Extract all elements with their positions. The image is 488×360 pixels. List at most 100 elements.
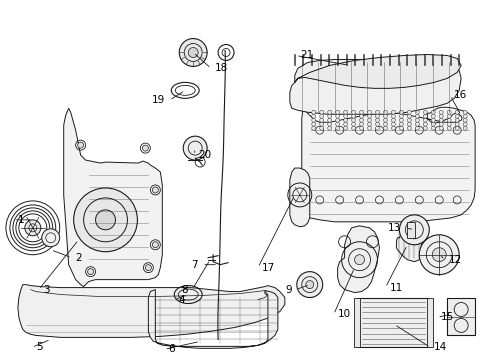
Circle shape <box>423 126 427 130</box>
Circle shape <box>375 110 379 114</box>
Circle shape <box>423 114 427 118</box>
Polygon shape <box>18 285 285 337</box>
Text: 7: 7 <box>191 260 198 270</box>
Circle shape <box>319 122 323 126</box>
Circle shape <box>390 122 395 126</box>
Circle shape <box>383 122 386 126</box>
Circle shape <box>145 265 151 271</box>
Circle shape <box>319 110 323 114</box>
Circle shape <box>454 118 458 122</box>
Circle shape <box>430 110 434 114</box>
Circle shape <box>351 110 355 114</box>
Circle shape <box>390 126 395 130</box>
Circle shape <box>423 118 427 122</box>
Circle shape <box>383 118 386 122</box>
Circle shape <box>183 136 207 160</box>
Circle shape <box>359 126 363 130</box>
Circle shape <box>383 110 386 114</box>
Circle shape <box>359 122 363 126</box>
Circle shape <box>319 126 323 130</box>
Circle shape <box>414 110 419 114</box>
Circle shape <box>343 110 347 114</box>
Circle shape <box>95 210 115 230</box>
Circle shape <box>438 118 442 122</box>
Circle shape <box>305 280 313 289</box>
Text: 15: 15 <box>440 312 453 323</box>
Circle shape <box>462 122 466 126</box>
Circle shape <box>327 114 331 118</box>
Circle shape <box>359 118 363 122</box>
Circle shape <box>343 118 347 122</box>
Circle shape <box>438 114 442 118</box>
Circle shape <box>375 126 379 130</box>
Circle shape <box>78 142 83 148</box>
Circle shape <box>335 126 339 130</box>
Circle shape <box>375 114 379 118</box>
Text: 10: 10 <box>337 310 350 319</box>
Circle shape <box>454 126 458 130</box>
Circle shape <box>383 114 386 118</box>
Text: 13: 13 <box>387 223 401 233</box>
Circle shape <box>335 118 339 122</box>
Circle shape <box>319 114 323 118</box>
Circle shape <box>367 114 371 118</box>
Circle shape <box>359 114 363 118</box>
Circle shape <box>462 110 466 114</box>
Text: 1: 1 <box>18 215 24 225</box>
Circle shape <box>351 122 355 126</box>
Polygon shape <box>337 226 379 293</box>
Circle shape <box>414 118 419 122</box>
Bar <box>447 298 474 336</box>
Circle shape <box>327 110 331 114</box>
Circle shape <box>454 122 458 126</box>
Circle shape <box>343 114 347 118</box>
Polygon shape <box>294 54 460 88</box>
Circle shape <box>74 188 137 252</box>
Circle shape <box>407 110 410 114</box>
Circle shape <box>399 114 403 118</box>
Circle shape <box>188 48 198 58</box>
Circle shape <box>447 118 450 122</box>
Circle shape <box>454 110 458 114</box>
Polygon shape <box>396 226 421 262</box>
Circle shape <box>311 110 315 114</box>
Circle shape <box>399 215 428 245</box>
Circle shape <box>319 118 323 122</box>
Circle shape <box>414 122 419 126</box>
Circle shape <box>367 110 371 114</box>
Text: 8: 8 <box>181 284 188 294</box>
Circle shape <box>447 114 450 118</box>
Circle shape <box>367 122 371 126</box>
Circle shape <box>438 122 442 126</box>
Polygon shape <box>148 289 277 348</box>
Circle shape <box>430 114 434 118</box>
Circle shape <box>343 126 347 130</box>
Circle shape <box>354 255 364 265</box>
Text: 19: 19 <box>152 95 165 105</box>
Circle shape <box>423 110 427 114</box>
Circle shape <box>351 118 355 122</box>
Text: 6: 6 <box>168 345 175 354</box>
Circle shape <box>296 272 322 298</box>
Circle shape <box>335 114 339 118</box>
Circle shape <box>311 126 315 130</box>
Circle shape <box>447 110 450 114</box>
Circle shape <box>414 114 419 118</box>
Text: 16: 16 <box>453 90 467 100</box>
Circle shape <box>390 110 395 114</box>
Circle shape <box>438 110 442 114</box>
Circle shape <box>359 110 363 114</box>
Text: 4: 4 <box>178 294 184 305</box>
Circle shape <box>399 118 403 122</box>
Circle shape <box>179 39 207 67</box>
Circle shape <box>335 122 339 126</box>
Text: 21: 21 <box>299 50 312 60</box>
Text: 3: 3 <box>42 284 49 294</box>
Circle shape <box>327 126 331 130</box>
Circle shape <box>438 126 442 130</box>
Circle shape <box>447 126 450 130</box>
Circle shape <box>311 114 315 118</box>
Circle shape <box>152 242 158 248</box>
Circle shape <box>327 122 331 126</box>
Circle shape <box>375 118 379 122</box>
